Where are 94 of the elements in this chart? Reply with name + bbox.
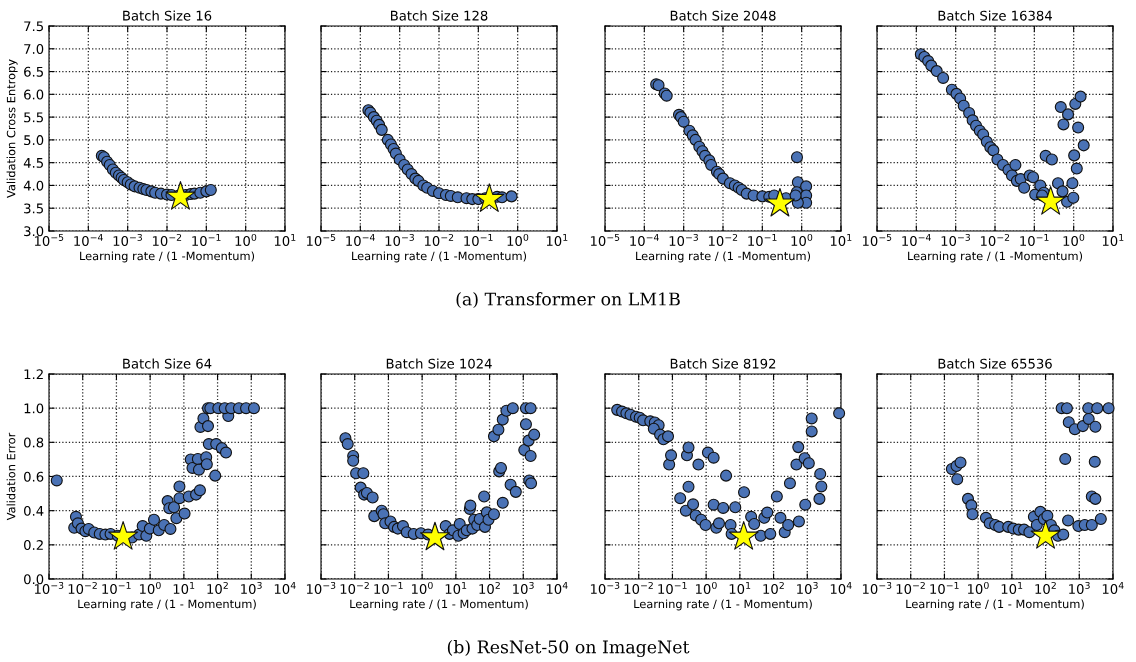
chart-title: Batch Size 16 [123, 10, 212, 21]
x-tick-label: 10$^{−3}$ [306, 581, 336, 594]
x-tick-label: 10$^{2}$ [763, 581, 784, 594]
x-tick-label: 10$^{4}$ [1102, 582, 1124, 594]
x-tick-label: 10$^{4}$ [830, 582, 852, 594]
chart-title: Batch Size 64 [123, 358, 212, 369]
x-tick-label: 10$^{−4}$ [346, 234, 375, 246]
x-tick-label: 10$^{−3}$ [669, 233, 698, 246]
y-tick-label: 5.5 [24, 112, 43, 123]
x-tick-label: 10$^{−2}$ [152, 233, 182, 246]
y-tick-label: 4.0 [23, 180, 44, 191]
y-tick-label: 0.6 [24, 471, 44, 482]
y-tick-label: 0.4 [24, 505, 44, 516]
y-tick-label: 6.0 [24, 89, 44, 100]
x-tick-label: 10$^{4}$ [274, 582, 296, 594]
x-tick-label: 10$^{2}$ [207, 581, 228, 594]
text: (a) Transformer on LM1B [456, 292, 680, 309]
x-tick-label: 10$^{0}$ [235, 233, 257, 246]
x-tick-label: 10$^{−1}$ [374, 582, 403, 594]
y-tick-label: 3.0 [24, 226, 44, 237]
x-tick-label: 10$^{−3}$ [385, 233, 414, 246]
x-axis-title: Learning rate / (1 -Momentum) [908, 251, 1083, 263]
x-tick-label: 10$^{−1}$ [658, 582, 687, 594]
chart-title: Batch Size 8192 [670, 358, 776, 369]
x-tick-label: 10$^{0}$ [411, 581, 433, 594]
x-tick-label: 10$^{3}$ [797, 581, 818, 594]
x-tick-label: 10$^{1}$ [830, 234, 852, 246]
chart-title: Batch Size 128 [391, 10, 488, 21]
x-tick-label: 10$^{2}$ [1035, 581, 1056, 594]
x-tick-label: 10$^{−1}$ [1020, 234, 1049, 246]
x-axis-title: Learning rate / (1 - Momentum) [350, 599, 528, 611]
x-tick-label: 10$^{1}$ [546, 234, 568, 246]
x-tick-label: 10$^{−3}$ [113, 233, 142, 246]
x-tick-label: 10$^{0}$ [1063, 233, 1085, 246]
x-tick-label: 10$^{−4}$ [630, 234, 659, 246]
x-tick-label: 10$^{−1}$ [930, 582, 959, 594]
x-tick-label: 10$^{−5}$ [306, 234, 336, 246]
x-axis-title: Learning rate / (1 -Momentum) [352, 251, 527, 263]
x-tick-label: 10$^{1}$ [173, 582, 195, 594]
x-axis-title: Learning rate / (1 -Momentum) [636, 251, 811, 263]
y-tick-label: 3.5 [24, 203, 43, 214]
x-tick-label: 10$^{0}$ [695, 581, 717, 594]
y-tick-label: 0.2 [24, 540, 43, 551]
x-tick-label: 10$^{−1}$ [464, 234, 493, 246]
x-tick-label: 10$^{1}$ [1102, 234, 1124, 246]
chart-title: Batch Size 16384 [938, 10, 1052, 21]
x-tick-label: 10$^{−1}$ [748, 234, 777, 246]
x-tick-label: 10$^{−2}$ [68, 581, 97, 594]
x-tick-label: 10$^{−3}$ [590, 581, 620, 594]
x-tick-label: 10$^{4}$ [546, 582, 568, 594]
x-tick-label: 10$^{3}$ [513, 581, 534, 594]
x-tick-label: 10$^{0}$ [139, 581, 161, 594]
x-tick-label: 10$^{−1}$ [192, 234, 221, 246]
x-tick-label: 10$^{1}$ [445, 582, 467, 594]
y-tick-label: 7.0 [24, 44, 44, 54]
chart-title: Batch Size 1024 [386, 358, 492, 369]
x-tick-label: 10$^{−2}$ [896, 581, 925, 594]
x-tick-label: 10$^{−2}$ [624, 581, 653, 594]
x-tick-label: 10$^{−5}$ [862, 234, 892, 246]
x-tick-label: 10$^{−2}$ [424, 233, 454, 246]
x-axis-title: Learning rate / (1 -Momentum) [80, 251, 255, 263]
x-tick-label: 10$^{−5}$ [590, 234, 620, 246]
x-tick-label: 10$^{1}$ [729, 582, 751, 594]
x-tick-label: 10$^{−2}$ [708, 233, 738, 246]
y-tick-label: 7.5 [24, 21, 43, 32]
x-tick-label: 10$^{1}$ [274, 234, 296, 246]
y-tick-label: 0.8 [24, 437, 44, 448]
y-axis-title: Validation Cross Entropy [6, 59, 18, 198]
y-tick-label: 1.2 [24, 369, 43, 380]
x-tick-label: 10$^{0}$ [507, 233, 529, 246]
x-tick-label: 10$^{0}$ [967, 581, 989, 594]
x-tick-label: 10$^{−3}$ [941, 233, 970, 246]
x-tick-label: 10$^{2}$ [479, 581, 500, 594]
y-tick-label: 1.0 [24, 403, 44, 414]
y-tick-label: 5.0 [24, 135, 44, 146]
x-axis-title: Learning rate / (1 - Momentum) [634, 599, 812, 611]
x-tick-label: 10$^{−4}$ [74, 234, 103, 246]
x-tick-label: 10$^{−2}$ [340, 581, 369, 594]
y-tick-label: 4.5 [23, 158, 43, 168]
x-axis-title: Learning rate / (1 - Momentum) [78, 599, 256, 611]
x-tick-label: 10$^{0}$ [791, 233, 813, 246]
x-tick-label: 10$^{−4}$ [902, 234, 931, 246]
y-axis-title: Validation Error [6, 432, 16, 521]
x-tick-label: 10$^{3}$ [1069, 581, 1090, 594]
text: (b) ResNet-50 on ImageNet [447, 639, 690, 658]
chart-title: Batch Size 65536 [938, 358, 1052, 369]
x-axis-title: Learning rate / (1 - Momentum) [906, 599, 1084, 611]
y-tick-label: 6.5 [24, 66, 43, 77]
x-tick-label: 10$^{1}$ [1001, 582, 1023, 594]
x-tick-label: 10$^{−3}$ [862, 581, 892, 594]
x-tick-label: 10$^{−2}$ [980, 233, 1010, 246]
x-tick-label: 10$^{3}$ [241, 581, 262, 594]
x-tick-label: 10$^{−1}$ [102, 582, 131, 594]
chart-title: Batch Size 2048 [670, 10, 776, 21]
